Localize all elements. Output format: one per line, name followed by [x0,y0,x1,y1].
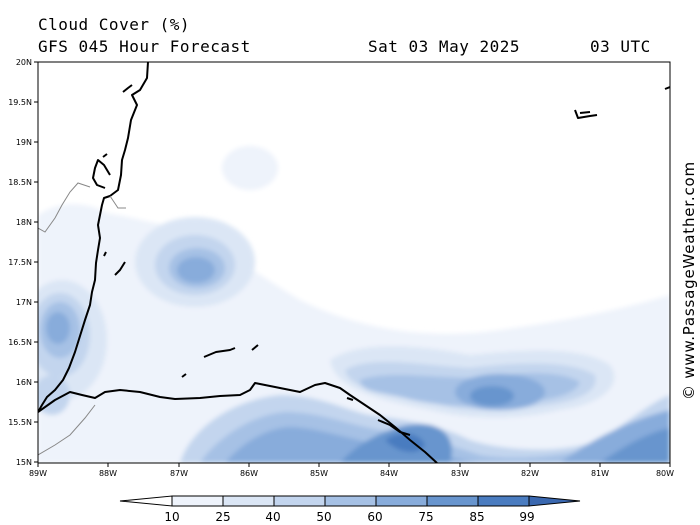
colorbar-label: 25 [215,510,230,524]
colorbar-label: 85 [469,510,484,524]
colorbar-swatch [324,495,377,507]
lat-label: 19N [16,138,32,147]
colorbar-label: 50 [316,510,331,524]
latitude-axis [34,61,38,463]
colorbar-swatch [528,495,581,507]
chart-title: Cloud Cover (%) [38,15,190,34]
forecast-model: GFS 045 Hour Forecast [38,37,251,56]
forecast-time: 03 UTC [590,37,651,56]
lat-label: 15N [16,458,32,467]
lon-label: 88W [99,469,117,478]
lat-label: 17.5N [8,258,32,267]
lon-label: 80W [656,469,674,478]
lon-label: 87W [170,469,188,478]
colorbar-swatch [375,495,428,507]
country-border [38,182,126,456]
lat-label: 15.5N [8,418,32,427]
lat-label: 16N [16,378,32,387]
lon-label: 85W [310,469,328,478]
colorbar-swatch [171,495,224,507]
lat-label: 17N [16,298,32,307]
lat-label: 20N [16,58,32,67]
lon-label: 83W [451,469,469,478]
colorbar-label: 75 [418,510,433,524]
forecast-date: Sat 03 May 2025 [368,37,520,56]
lon-label: 86W [240,469,258,478]
colorbar: 10 25 40 50 60 75 85 99 [119,495,581,524]
colorbar-swatch [426,495,479,507]
colorbar-swatch [119,495,173,507]
lon-label: 84W [380,469,398,478]
colorbar-label: 40 [265,510,280,524]
lat-label: 18N [16,218,32,227]
lat-label: 19.5N [8,98,32,107]
colorbar-label: 60 [367,510,382,524]
colorbar-swatch [222,495,275,507]
lon-label: 82W [521,469,539,478]
lon-label: 89W [29,469,47,478]
lon-label: 81W [591,469,609,478]
colorbar-label: 10 [164,510,179,524]
cloud-field [38,62,670,463]
lat-label: 16.5N [8,338,32,347]
longitude-axis [37,463,671,467]
lat-label: 18.5N [8,178,32,187]
colorbar-swatch [477,495,530,507]
colorbar-swatch [273,495,326,507]
colorbar-label: 99 [519,510,534,524]
coastline [38,62,670,463]
